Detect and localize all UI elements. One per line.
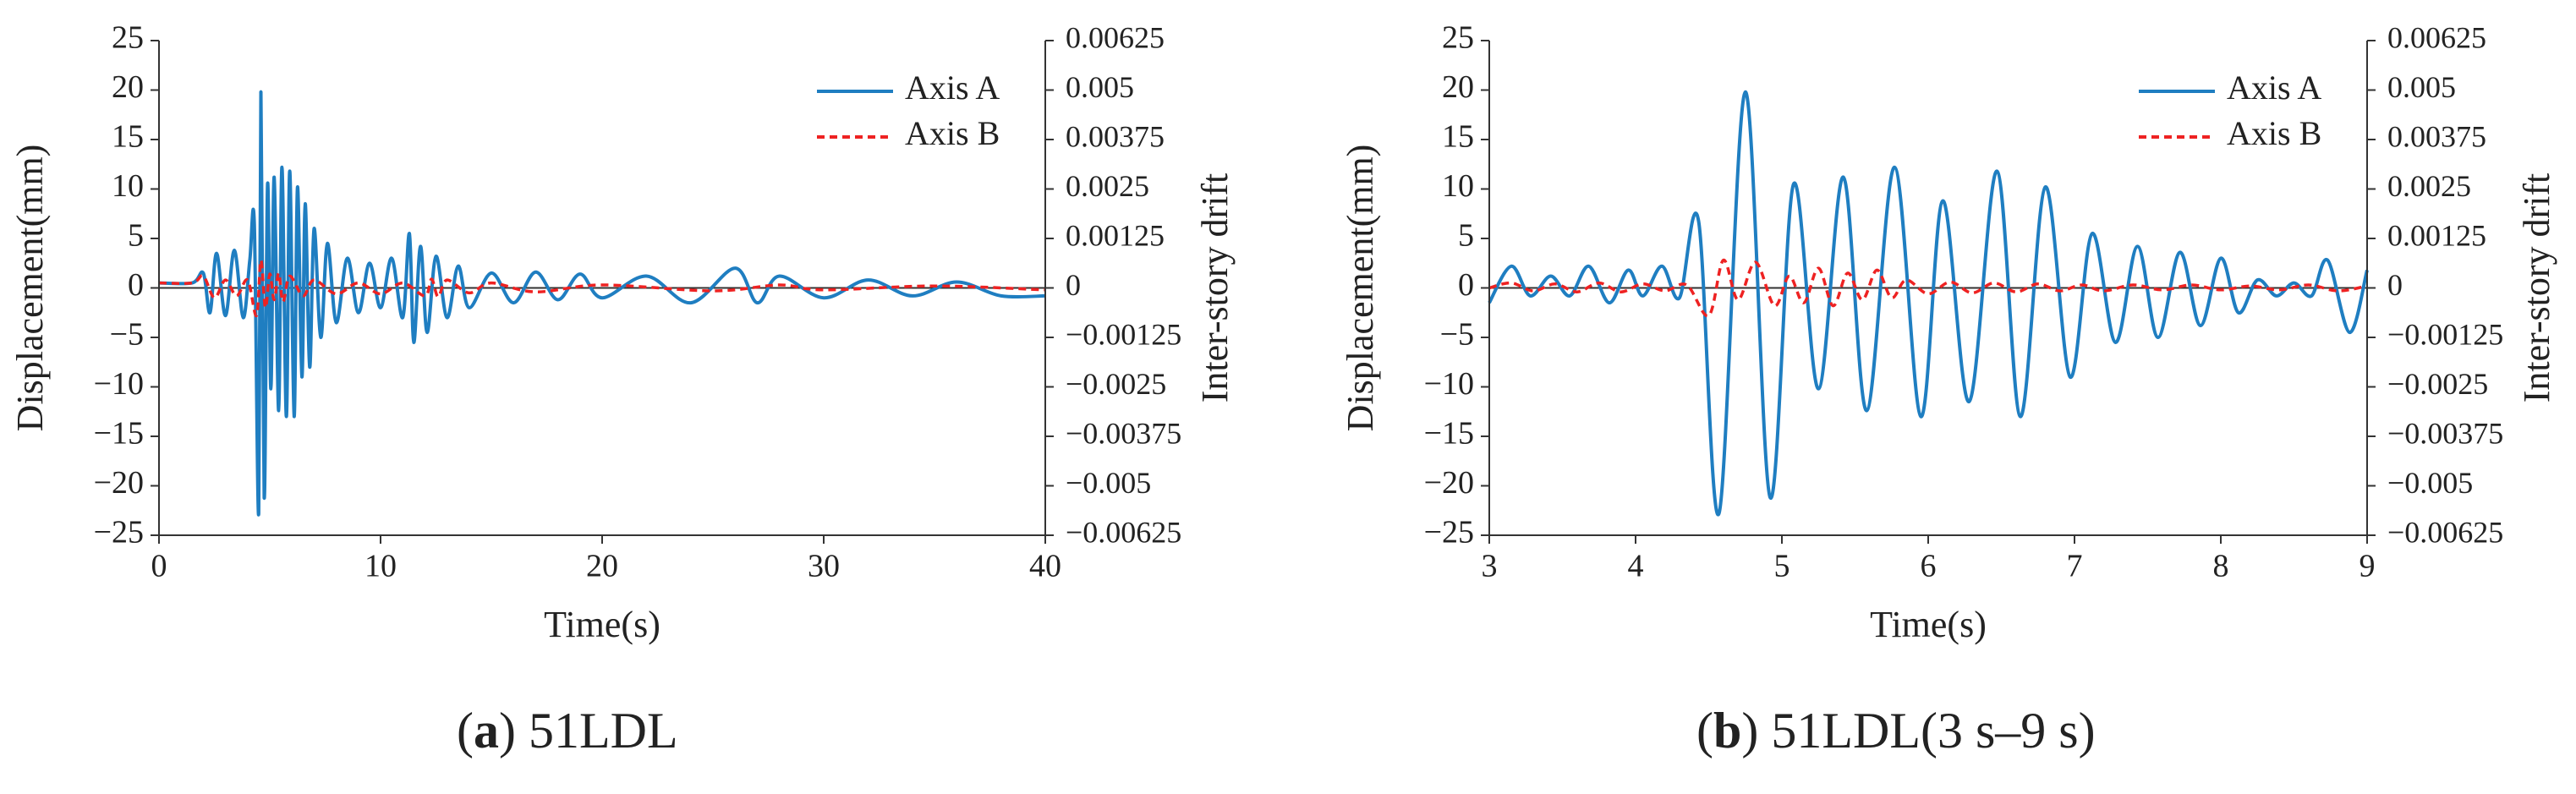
panel-a-x-tick-label: 10: [364, 549, 397, 584]
panel-b-y-tick-label: 15: [1442, 119, 1474, 155]
panel-a-x-tick-label: 0: [151, 549, 167, 584]
caption-a: (a) 51LDL: [457, 703, 678, 758]
panel-b-y-tick-label: 20: [1442, 69, 1474, 105]
panel-b-x-tick-label: 8: [2213, 549, 2229, 584]
panel-b-y-tick-label: 5: [1458, 218, 1474, 254]
panel-a-x-tick-label: 30: [808, 549, 840, 584]
panel-a-y2-tick-label: 0.00625: [1066, 20, 1165, 54]
caption-a-text: 51LDL: [528, 703, 678, 758]
panel-b-y-axis-title: Displacement(mm): [1340, 145, 1381, 432]
caption-b-text: 51LDL(3 s–9 s): [1771, 703, 2096, 758]
panel-a-legend-label-axis-a: Axis A: [905, 68, 1000, 107]
panel-b-x-tick-label: 7: [2067, 549, 2083, 584]
panel-b-y-tick-label: −25: [1424, 515, 1474, 550]
panel-a-y-tick-label: 15: [112, 119, 144, 155]
panel-b-legend-label-axis-a: Axis A: [2227, 68, 2321, 107]
panel-b-y-tick-label: −20: [1424, 465, 1474, 501]
panel-a-y2-tick-label: −0.005: [1066, 466, 1151, 500]
panel-a-y-tick-label: 20: [112, 69, 144, 105]
panel-b-y2-tick-label: −0.0025: [2387, 367, 2488, 401]
panel-b-x-tick-label: 4: [1628, 549, 1644, 584]
panel-a-x-tick-label: 20: [586, 549, 618, 584]
panel-a-y2-tick-label: 0.00375: [1066, 119, 1165, 153]
panel-a-y2-tick-label: 0.0025: [1066, 169, 1149, 203]
panel-a-y-tick-label: −5: [110, 317, 144, 353]
panel-a-y-tick-label: 10: [112, 168, 144, 204]
panel-a-x-tick-label: 40: [1029, 549, 1061, 584]
panel-b-y2-tick-label: 0.0025: [2387, 169, 2471, 203]
panel-b-series-axis-a-line: [1488, 90, 2369, 517]
caption-b-letter: b: [1713, 703, 1742, 758]
caption-a-letter: a: [473, 703, 499, 758]
panel-a-y2-axis-title: Inter-story drift: [1194, 173, 1236, 403]
panel-a-legend-label-axis-b: Axis B: [905, 114, 1000, 152]
panel-a-series-axis-b-line: [158, 258, 1046, 318]
caption-b: (b) 51LDL(3 s–9 s): [1696, 703, 2096, 758]
panel-b-y2-tick-label: −0.00125: [2387, 317, 2503, 351]
panel-b-y-tick-label: −15: [1424, 416, 1474, 452]
panel-b-y-tick-label: 10: [1442, 168, 1474, 204]
panel-b-y-tick-label: −5: [1440, 317, 1474, 353]
panel-a-y2-tick-label: 0.00125: [1066, 218, 1165, 252]
panel-a-y-tick-label: −15: [94, 416, 144, 452]
panel-b-x-tick-label: 6: [1921, 549, 1937, 584]
panel-a-y2-tick-label: −0.00125: [1066, 317, 1181, 351]
panel-a-y-tick-label: −10: [94, 366, 144, 402]
panel-b-y-tick-label: 25: [1442, 20, 1474, 56]
panel-a-y-tick-label: −25: [94, 515, 144, 550]
panel-b-y2-tick-label: −0.00375: [2387, 416, 2503, 450]
panel-b-x-tick-label: 9: [2360, 549, 2376, 584]
panel-a-y2-tick-label: −0.0025: [1066, 367, 1166, 401]
panel-b-legend-label-axis-b: Axis B: [2227, 114, 2321, 152]
panel-a-y-tick-label: 0: [128, 267, 144, 303]
panel-a-y2-tick-label: 0.005: [1066, 70, 1134, 104]
panel-b-y-tick-label: 0: [1458, 267, 1474, 303]
panel-a-y2-tick-label: 0: [1066, 268, 1081, 302]
panel-b-y2-axis-title: Inter-story drift: [2516, 173, 2557, 403]
panel-a-y-tick-label: 5: [128, 218, 144, 254]
panel-a-y-tick-label: 25: [112, 20, 144, 56]
panel-b-y2-tick-label: −0.00625: [2387, 515, 2503, 549]
panel-a-x-axis-title: Time(s): [544, 604, 660, 645]
panel-b-y2-tick-label: 0.005: [2387, 70, 2456, 104]
panel-b-y-tick-label: −10: [1424, 366, 1474, 402]
panel-b-y2-tick-label: 0.00375: [2387, 119, 2486, 153]
panel-a-y2-tick-label: −0.00375: [1066, 416, 1181, 450]
panel-a-y-tick-label: −20: [94, 465, 144, 501]
panel-b-y2-tick-label: 0: [2387, 268, 2403, 302]
panel-b-x-axis-title: Time(s): [1870, 604, 1987, 645]
panel-b-y2-tick-label: 0.00125: [2387, 218, 2486, 252]
panel-a-y2-tick-label: −0.00625: [1066, 515, 1181, 549]
panel-b-x-tick-label: 3: [1482, 549, 1498, 584]
panel-b-y2-tick-label: −0.005: [2387, 466, 2473, 500]
panel-b-x-tick-label: 5: [1774, 549, 1790, 584]
panel-a-y-axis-title: Displacement(mm): [9, 145, 51, 432]
panel-a-series-axis-a-line: [158, 90, 1046, 517]
panel-b-y2-tick-label: 0.00625: [2387, 20, 2486, 54]
